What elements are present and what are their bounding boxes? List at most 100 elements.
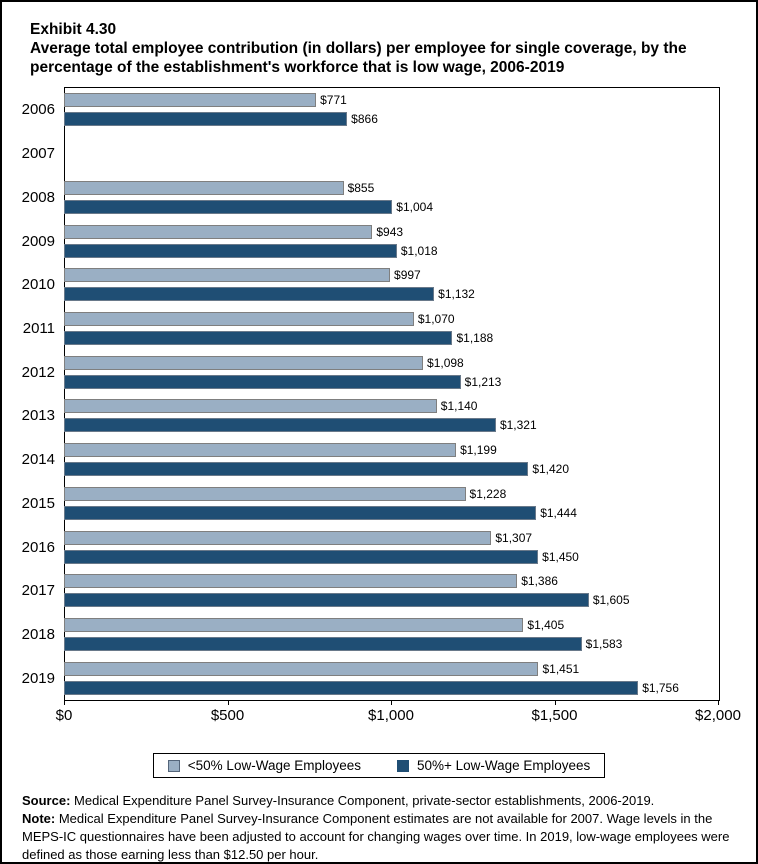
x-axis-tick: [391, 700, 392, 705]
year-bars: $1,307 $1,450: [64, 525, 718, 569]
year-group-2009: 2009 $943 $1,018: [2, 219, 718, 263]
bar-chart: 2006 $771 $866 2007 2008 $855 $1,004 2009 $943 $1…: [2, 87, 756, 727]
bar-value-label: $1,444: [540, 505, 577, 520]
x-axis-tick-label: $1,500: [531, 707, 578, 724]
x-axis-tick-label: $0: [55, 707, 73, 724]
bar-value-label: $1,307: [495, 530, 533, 545]
year-bars: $1,199 $1,420: [64, 438, 718, 482]
year-label: 2010: [21, 276, 55, 294]
legend: <50% Low-Wage Employees 50%+ Low-Wage Emp…: [152, 753, 606, 778]
note-text: Medical Expenditure Panel Survey-Insuran…: [22, 811, 730, 862]
year-group-2013: 2013 $1,140 $1,321: [2, 394, 718, 438]
year-label: 2015: [21, 494, 55, 512]
year-group-2015: 2015 $1,228 $1,444: [2, 481, 718, 525]
bar-value-label: $943: [376, 224, 404, 239]
legend-item-over50plus: 50%+ Low-Wage Employees: [397, 758, 590, 773]
year-bars: $1,070 $1,188: [64, 307, 718, 351]
bar-value-label: $1,070: [417, 311, 455, 326]
bar-over50plus-2016: $1,450: [64, 549, 579, 564]
year-bars: $1,098 $1,213: [64, 350, 718, 394]
year-bars: $943 $1,018: [64, 219, 718, 263]
chart-title-line2: percentage of the establishment's workfo…: [30, 59, 565, 76]
year-group-2019: 2019 $1,451 $1,756: [2, 656, 718, 700]
year-label: 2019: [21, 669, 55, 687]
x-axis-tick: [227, 700, 229, 705]
year-group-2007: 2007: [2, 132, 718, 176]
bar-value-label: $1,228: [469, 486, 507, 501]
year-bars: $1,140 $1,321: [64, 394, 718, 438]
bar-value-label: $997: [394, 268, 421, 283]
year-bars: $1,228 $1,444: [64, 481, 718, 525]
note-line: Note: Medical Expenditure Panel Survey-I…: [22, 810, 736, 862]
bar-value-label: $855: [347, 180, 375, 195]
bar-under50-2009: $943: [64, 224, 403, 239]
year-label: 2007: [21, 145, 55, 163]
x-axis-tick: [64, 700, 65, 705]
year-bars: $1,451 $1,756: [64, 656, 718, 700]
bar-under50-2006: $771: [64, 93, 347, 108]
bar-value-label: $1,420: [532, 462, 570, 477]
bar-value-label: $1,450: [542, 549, 579, 564]
bar-value-label: $1,213: [464, 374, 502, 389]
year-label: 2009: [21, 232, 55, 250]
year-bars: $997 $1,132: [64, 263, 718, 307]
year-group-2016: 2016 $1,307 $1,450: [2, 525, 718, 569]
chart-title-line1: Average total employee contribution (in …: [30, 40, 687, 57]
bar-over50plus-2018: $1,583: [64, 636, 622, 651]
bar-value-label: $1,405: [527, 617, 565, 632]
bar-under50-2018: $1,405: [64, 617, 564, 632]
bar-value-label: $1,451: [542, 661, 580, 676]
year-label: 2012: [21, 363, 55, 381]
bar-value-label: $1,188: [456, 330, 494, 345]
bar-value-label: $1,132: [438, 287, 475, 302]
year-label: 2008: [21, 188, 55, 206]
source-line: Source: Medical Expenditure Panel Survey…: [22, 792, 736, 810]
bar-under50-2014: $1,199: [64, 443, 497, 458]
legend-swatch-icon: [397, 759, 409, 772]
bar-over50plus-2009: $1,018: [64, 243, 438, 258]
year-label: 2017: [21, 582, 55, 600]
bar-under50-2013: $1,140: [64, 399, 477, 414]
source-label: Source:: [22, 793, 71, 808]
x-axis-tick: [718, 700, 719, 705]
legend-item-under50: <50% Low-Wage Employees: [167, 758, 361, 773]
bar-under50-2011: $1,070: [64, 311, 455, 326]
year-label: 2014: [21, 451, 55, 469]
bar-value-label: $771: [320, 93, 347, 108]
bar-under50-2015: $1,228: [64, 486, 506, 501]
bar-value-label: $1,098: [427, 355, 464, 370]
bar-over50plus-2014: $1,420: [64, 462, 569, 477]
bar-under50-2017: $1,386: [64, 574, 558, 589]
exhibit-number: Exhibit 4.30: [30, 21, 117, 38]
bar-value-label: $1,321: [499, 418, 537, 433]
bar-value-label: $1,199: [460, 443, 497, 458]
bar-over50plus-2019: $1,756: [64, 680, 679, 695]
x-axis-tick-label: $500: [210, 707, 245, 724]
bar-over50plus-2011: $1,188: [64, 330, 493, 345]
year-group-2010: 2010 $997 $1,132: [2, 263, 718, 307]
year-group-2012: 2012 $1,098 $1,213: [2, 350, 718, 394]
year-label: 2013: [21, 407, 55, 425]
year-label: 2018: [21, 625, 55, 643]
bar-under50-2012: $1,098: [64, 355, 464, 370]
year-group-2018: 2018 $1,405 $1,583: [2, 613, 718, 657]
bar-under50-2008: $855: [64, 180, 374, 195]
x-axis-tick: [554, 700, 556, 705]
legend-swatch-icon: [167, 759, 180, 772]
year-bars: $855 $1,004: [64, 175, 718, 219]
year-bars: $1,405 $1,583: [64, 613, 718, 657]
bar-over50plus-2010: $1,132: [64, 287, 475, 302]
bar-over50plus-2012: $1,213: [64, 374, 501, 389]
bar-over50plus-2017: $1,605: [64, 593, 630, 608]
bar-under50-2010: $997: [64, 268, 421, 283]
bar-value-label: $1,756: [642, 680, 679, 695]
bar-value-label: $1,004: [396, 199, 433, 214]
bar-value-label: $1,386: [521, 574, 558, 589]
bar-value-label: $1,605: [592, 593, 630, 608]
legend-label: <50% Low-Wage Employees: [187, 758, 361, 773]
footnotes: Source: Medical Expenditure Panel Survey…: [22, 792, 736, 862]
year-bars: [64, 132, 718, 176]
year-group-2011: 2011 $1,070 $1,188: [2, 307, 718, 351]
x-axis-tick-label: $1,000: [368, 707, 414, 724]
source-text: Medical Expenditure Panel Survey-Insuran…: [74, 793, 655, 808]
